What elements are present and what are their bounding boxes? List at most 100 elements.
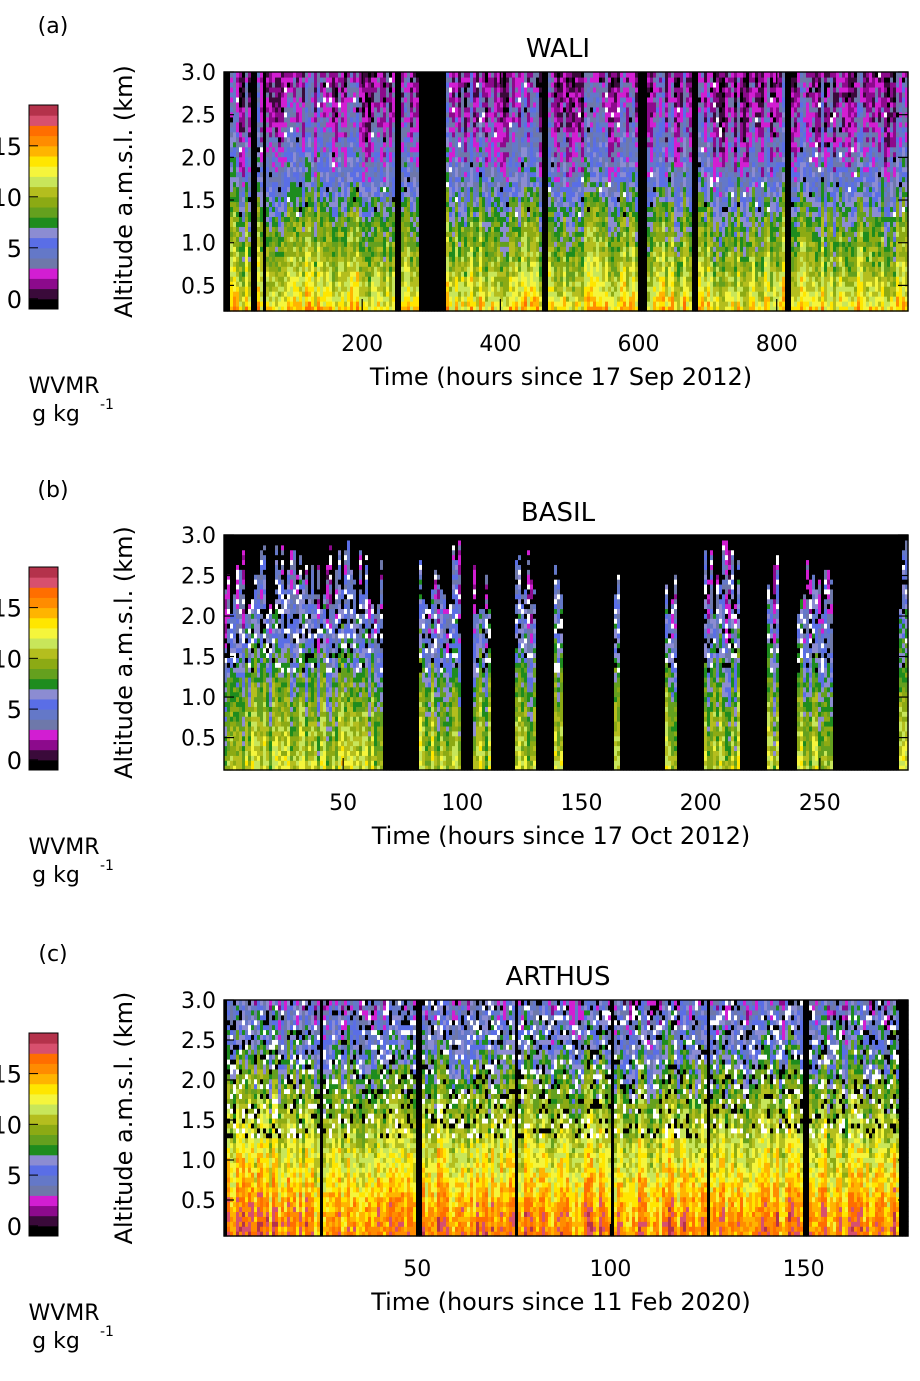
heatmap-cell [377,111,381,118]
heatmap-cell [470,216,474,222]
heatmap-cell [437,131,441,138]
heatmap-cell [350,291,354,297]
heatmap-cell [335,176,339,183]
heatmap-cell [290,161,294,168]
heatmap-cell [392,286,396,292]
heatmap-cell [254,181,258,188]
heatmap-cell [479,281,483,287]
heatmap-cell [302,191,306,198]
heatmap-cell [359,191,363,198]
heatmap-cell [452,81,456,88]
heatmap-cell [245,156,249,163]
heatmap-cell [293,236,297,242]
heatmap-cell [503,186,507,193]
heatmap-cell [497,186,501,193]
heatmap-cell [338,201,342,208]
heatmap-cell [371,156,375,163]
heatmap-cell [443,241,447,247]
heatmap-cell [362,306,366,312]
heatmap-cell [290,281,294,287]
heatmap-cell [230,161,234,168]
heatmap-cell [473,136,477,143]
heatmap-cell [347,256,351,262]
heatmap-cell [353,72,357,78]
heatmap-cell [236,226,240,232]
heatmap-cell [410,166,414,173]
heatmap-cell [476,306,480,312]
heatmap-cell [326,301,330,307]
heatmap-cell [305,166,309,173]
heatmap-cell [254,286,258,292]
heatmap-cell [485,206,489,213]
heatmap-cell [296,141,300,148]
heatmap-cell [455,261,459,267]
heatmap-cell [497,221,501,227]
heatmap-cell [422,111,426,118]
heatmap-cell [272,206,276,213]
heatmap-cell [341,81,345,88]
heatmap-cell [311,116,315,123]
heatmap-cell [320,111,324,118]
heatmap-cell [416,196,420,203]
heatmap-cell [320,191,324,198]
heatmap-cell [296,306,300,312]
heatmap-cell [287,121,291,128]
heatmap-cell [470,306,474,312]
heatmap-cell [491,206,495,213]
heatmap-cell [371,256,375,262]
heatmap-cell [278,281,282,287]
heatmap-cell [260,106,264,113]
heatmap-cell [494,101,498,108]
heatmap-cell [389,231,393,237]
heatmap-cell [227,271,231,277]
heatmap-cell [449,231,453,237]
heatmap-cell [338,166,342,173]
heatmap-cell [440,141,444,148]
heatmap-cell [380,181,384,188]
heatmap-cell [275,171,279,178]
heatmap-cell [482,271,486,277]
heatmap-cell [485,101,489,108]
heatmap-cell [269,256,273,262]
heatmap-cell [491,241,495,247]
heatmap-cell [431,246,435,252]
heatmap-cell [284,156,288,163]
heatmap-cell [473,76,477,83]
heatmap-cell [317,276,321,282]
heatmap-cell [308,191,312,198]
heatmap-cell [455,101,459,108]
heatmap-cell [227,256,231,262]
heatmap-cell [488,111,492,118]
heatmap-cell [455,136,459,143]
heatmap-cell [335,196,339,203]
heatmap-cell [317,306,321,312]
heatmap-cell [401,131,405,138]
heatmap-cell [266,246,270,252]
heatmap-cell [500,101,504,108]
heatmap-cell [293,176,297,183]
heatmap-cell [347,106,351,113]
heatmap-cell [422,101,426,108]
heatmap-cell [374,72,378,78]
heatmap-cell [305,216,309,222]
heatmap-cell [488,191,492,198]
heatmap-cell [239,126,243,133]
heatmap-cell [305,196,309,203]
heatmap-cell [263,291,267,297]
heatmap-cell [455,181,459,188]
heatmap-cell [230,266,234,272]
heatmap-cell [398,141,402,148]
heatmap-cell [452,216,456,222]
heatmap-cell [407,226,411,232]
heatmap-cell [263,181,267,188]
heatmap-cell [251,201,255,208]
heatmap-cell [374,306,378,312]
heatmap-cell [377,101,381,108]
heatmap-cell [251,226,255,232]
heatmap-cell [347,76,351,83]
heatmap-cell [230,171,234,178]
heatmap-cell [401,151,405,158]
heatmap-cell [299,76,303,83]
heatmap-cell [269,146,273,153]
heatmap-cell [320,301,324,307]
